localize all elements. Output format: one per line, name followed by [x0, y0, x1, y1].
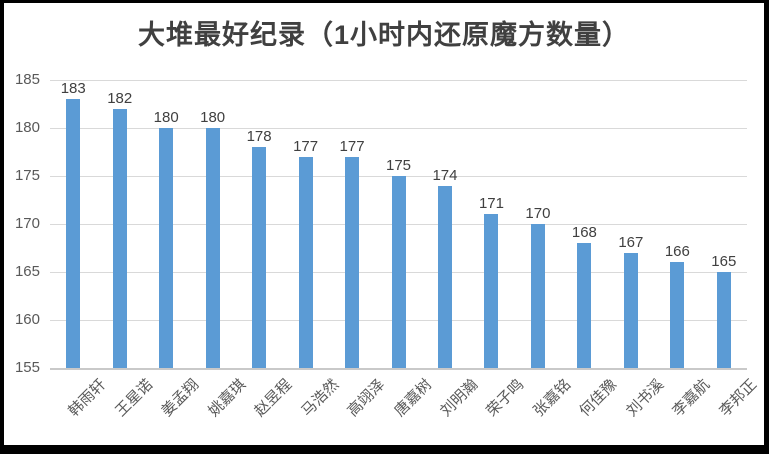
bar	[437, 185, 452, 368]
bar-column: 168 何佳豫	[561, 80, 621, 420]
bar	[716, 272, 731, 368]
bar-value-label: 171	[478, 195, 504, 213]
y-axis-tick: 155	[14, 359, 40, 376]
bar-value-label: 166	[664, 243, 690, 261]
x-axis-label: 刘明瀚	[437, 376, 482, 420]
plot-area: 185 180 175 170 165 160 155 183 韩雨轩 182 王星诺 180 姜孟翔…	[15, 71, 760, 420]
bar-column: 180 姜孟翔	[143, 80, 203, 420]
x-axis-label: 姚嘉琪	[204, 376, 249, 420]
y-axis-tick: 175	[14, 167, 40, 184]
x-axis-line	[50, 368, 747, 370]
y-axis-tick: 165	[14, 263, 40, 280]
x-axis-label: 唐嘉树	[390, 376, 435, 420]
bar-value-label: 183	[60, 80, 86, 98]
bar	[159, 128, 174, 368]
x-axis-label: 张嘉铭	[530, 376, 575, 420]
y-axis-tick: 180	[14, 119, 40, 136]
bar-value-label: 167	[618, 233, 644, 251]
bar	[391, 176, 406, 368]
bar-column: 167 刘书溪	[608, 80, 667, 420]
bar-value-label: 175	[386, 157, 412, 174]
bar-value-label: 168	[571, 224, 597, 242]
bar-value-label: 165	[711, 253, 737, 270]
x-axis-label: 荣子鸣	[483, 376, 528, 420]
bar-column: 177 马浩然	[282, 80, 342, 420]
bar-value-label: 178	[246, 128, 272, 146]
x-axis-label: 李嘉航	[669, 376, 714, 420]
bar	[298, 156, 313, 368]
bar	[623, 252, 638, 368]
gridline	[50, 128, 747, 129]
bar-value-label: 177	[293, 137, 319, 155]
x-axis-label: 李邦正	[716, 376, 760, 420]
bar-column: 170 张嘉铭	[515, 80, 574, 420]
y-axis-tick: 160	[14, 311, 40, 328]
bar	[484, 214, 499, 368]
y-axis-tick: 185	[14, 71, 40, 88]
x-axis-label: 姜孟翔	[158, 376, 203, 420]
bar-column: 174 刘明瀚	[422, 80, 481, 420]
bar-column: 182 王星诺	[96, 80, 156, 420]
x-axis-label: 赵昱程	[251, 376, 296, 420]
bar-column: 165 李邦正	[701, 80, 760, 420]
bar-column: 175 唐嘉树	[375, 80, 435, 420]
bar	[530, 224, 545, 368]
chart-title: 大堆最好纪录（1小时内还原魔方数量）	[137, 20, 630, 50]
bar-column: 183 韩雨轩	[50, 80, 110, 420]
bar	[66, 99, 81, 368]
bar-column: 180 姚嘉琪	[189, 80, 249, 420]
bar-value-label: 174	[432, 166, 458, 184]
bar	[345, 156, 360, 368]
x-axis-label: 马浩然	[297, 376, 342, 420]
bar-column: 178 赵昱程	[236, 80, 296, 420]
x-axis-label: 王星诺	[111, 376, 156, 420]
bars-container: 183 韩雨轩 182 王星诺 180 姜孟翔 180 姚嘉琪 178 赵昱程 177 马浩然 177 高…	[50, 80, 760, 420]
bar-value-label: 180	[153, 109, 179, 126]
gridline	[50, 80, 747, 81]
x-axis-label: 韩雨轩	[65, 376, 110, 420]
bar	[205, 128, 220, 368]
bar	[670, 262, 685, 368]
bar-column: 171 荣子鸣	[468, 80, 528, 420]
bar	[252, 147, 267, 368]
y-axis-tick: 170	[14, 215, 40, 232]
x-axis-label: 高翊泽	[344, 376, 389, 420]
bar-value-label: 180	[200, 109, 226, 126]
bar-column: 177 高翊泽	[329, 80, 389, 420]
x-axis-label: 刘书溪	[623, 376, 668, 420]
x-axis-label: 何佳豫	[576, 376, 621, 420]
bar	[577, 243, 592, 368]
bar-value-label: 177	[339, 137, 365, 155]
bar	[112, 108, 127, 368]
bar-value-label: 170	[525, 205, 551, 222]
bar-column: 166 李嘉航	[654, 80, 714, 420]
bar-value-label: 182	[107, 89, 133, 107]
